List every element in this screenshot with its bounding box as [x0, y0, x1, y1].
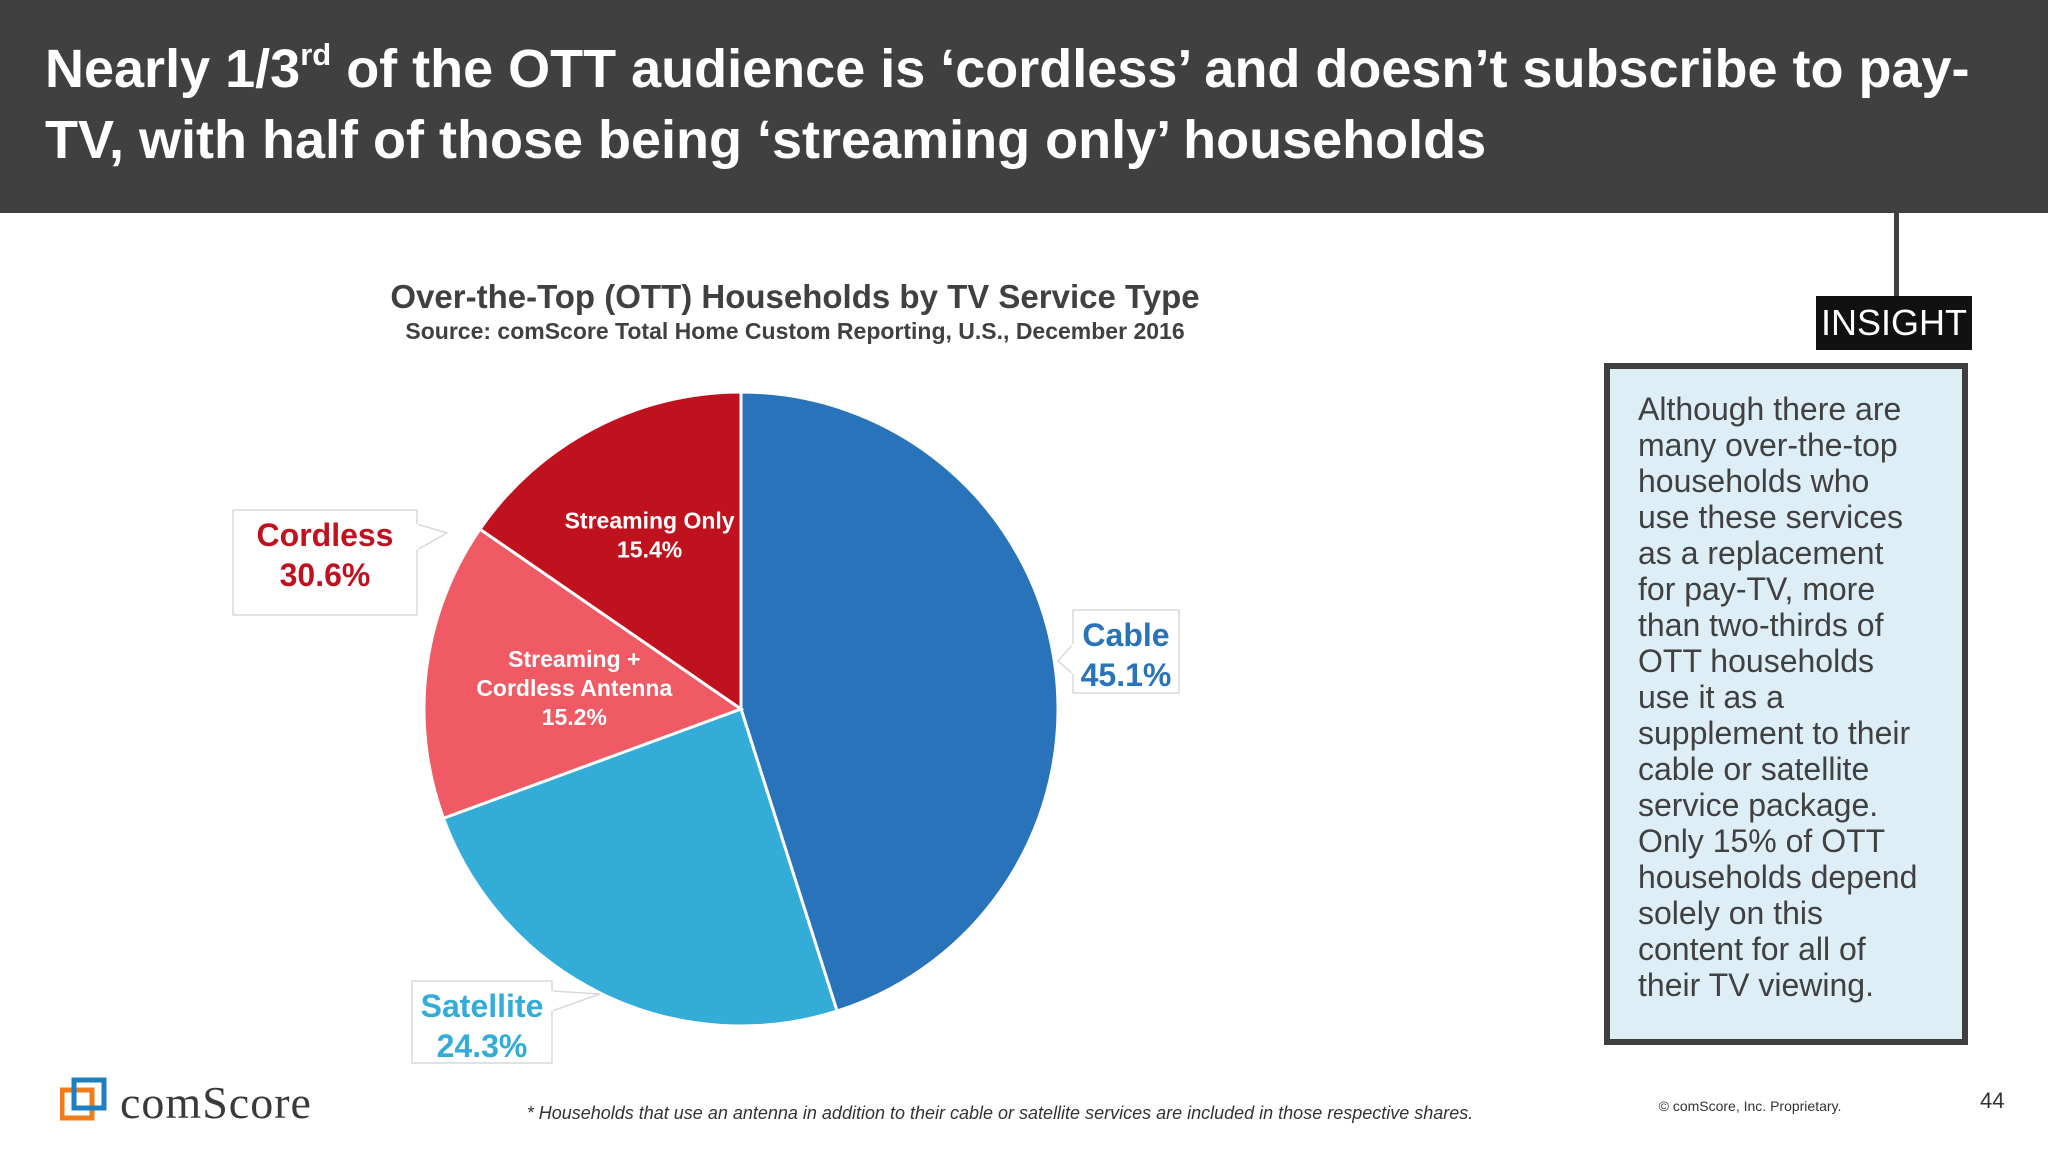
insight-line: use these services [1638, 499, 1904, 535]
copyright: © comScore, Inc. Proprietary. [1658, 1098, 1842, 1114]
callout-cable: Cable 45.1% [1056, 609, 1180, 694]
callout-box [1072, 609, 1180, 694]
slide-title: Nearly 1/3rd of the OTT audience is ‘cor… [45, 34, 2025, 176]
slice-name-label: Streaming Only [565, 508, 735, 534]
insight-tag: INSIGHT [1816, 296, 1972, 350]
title-bar: Nearly 1/3rd of the OTT audience is ‘cor… [0, 0, 2048, 213]
slice-value-label: 15.2% [542, 704, 607, 730]
insight-line: supplement to their [1638, 715, 1911, 751]
chart-subtitle: Source: comScore Total Home Custom Repor… [405, 318, 1185, 344]
callout-pointer [551, 990, 601, 1013]
callout-pointer [416, 522, 449, 552]
insight-connector-line [1894, 213, 1899, 303]
insight-line: households depend [1638, 859, 1918, 895]
page-number: 44 [1980, 1088, 2005, 1113]
callout-pointer [1056, 642, 1074, 676]
insight-box: Although there are many over-the-top house… [1604, 363, 1968, 1045]
insight-line: OTT households [1638, 643, 1874, 679]
callout-value: 30.6% [280, 557, 371, 593]
pie-slice-streaming-only [477, 390, 743, 712]
insight-line: Only 15% of OTT [1638, 823, 1886, 859]
insight-line: cable or satellite [1638, 751, 1870, 787]
callout-box [232, 509, 418, 616]
insight-line: solely on this [1638, 895, 1823, 931]
title-part-1: Nearly 1/3 [45, 39, 301, 99]
insight-line: Although there are [1638, 391, 1902, 427]
slice-name-label: Streaming + [508, 646, 640, 672]
insight-line: content for all of [1638, 931, 1866, 967]
pie-slice-satellite [441, 707, 839, 1028]
insight-line: as a replacement [1638, 535, 1884, 571]
insight-line: their TV viewing. [1638, 967, 1874, 1003]
logo-wordmark: comScore [120, 1077, 312, 1128]
chart-title: Over-the-Top (OTT) Households by TV Serv… [390, 278, 1200, 315]
insight-line: service package. [1638, 787, 1879, 823]
slice-name-label: Cordless Antenna [476, 675, 672, 701]
title-superscript: rd [300, 37, 332, 72]
callout-name: Cordless [257, 517, 394, 553]
callout-name: Satellite [421, 988, 544, 1024]
callout-value: 24.3% [437, 1028, 528, 1064]
slice-value-label: 15.4% [617, 537, 682, 563]
comscore-logo-icon [60, 1077, 107, 1121]
insight-line: use it as a [1638, 679, 1784, 715]
pie-slice-streaming-cordless-antenna [422, 527, 745, 821]
callout-satellite: Satellite 24.3% [411, 980, 601, 1064]
callout-value: 45.1% [1081, 657, 1172, 693]
insight-line: than two-thirds of [1638, 607, 1884, 643]
callout-box [411, 980, 553, 1064]
title-part-2: of the OTT audience is ‘cordless’ and do… [45, 39, 1970, 170]
footnote: * Households that use an antenna in addi… [526, 1103, 1474, 1123]
insight-line: for pay-TV, more [1638, 571, 1876, 607]
insight-line: many over-the-top [1638, 427, 1898, 463]
callout-name: Cable [1082, 617, 1169, 653]
insight-line: households who [1638, 463, 1870, 499]
callout-cordless: Cordless 30.6% [232, 509, 449, 616]
insight-text: Although there are many over-the-top house… [1638, 391, 1944, 1003]
pie-slice-cable [739, 390, 1060, 1013]
